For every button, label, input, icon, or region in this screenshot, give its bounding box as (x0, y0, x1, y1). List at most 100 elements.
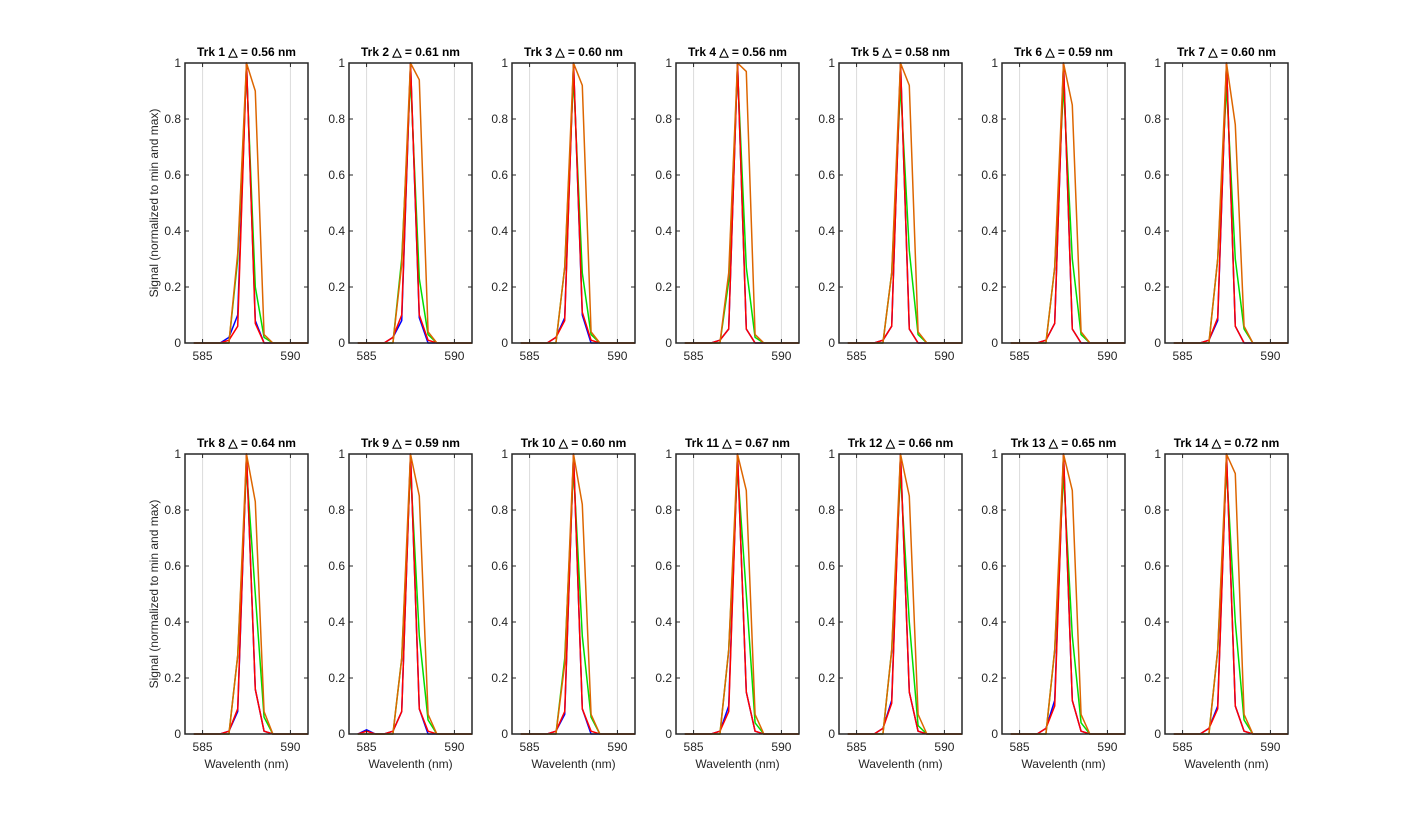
x-tick-label: 590 (771, 349, 791, 363)
x-tick-label: 585 (847, 349, 867, 363)
axes-box (511, 62, 636, 344)
x-tick-label: 590 (280, 349, 300, 363)
y-tick-label: 0.4 (491, 224, 508, 238)
y-tick-label: 0.8 (981, 112, 998, 126)
y-tick-label: 1 (1154, 447, 1161, 461)
y-tick-label: 0.2 (1144, 280, 1161, 294)
y-tick-label: 0 (828, 336, 835, 350)
x-axis-label: Wavelenth (nm) (204, 757, 288, 771)
y-tick-label: 0.2 (655, 280, 672, 294)
x-tick-label: 585 (1173, 740, 1193, 754)
y-tick-label: 0.2 (1144, 671, 1161, 685)
x-tick-label: 590 (444, 349, 464, 363)
y-tick-label: 0.6 (491, 168, 508, 182)
y-tick-label: 0.8 (818, 112, 835, 126)
y-tick-label: 0.4 (818, 224, 835, 238)
y-tick-label: 1 (1154, 56, 1161, 70)
axes-box (184, 62, 309, 344)
subplot-14: 0 0.2 0.4 0.6 0.8 1 585 590 Trk 14 △ = 0.72 nm Wa… (1144, 436, 1289, 771)
x-tick-label: 585 (1173, 349, 1193, 363)
axes-box (184, 453, 309, 735)
y-tick-label: 0.2 (164, 280, 181, 294)
y-tick-label: 0.4 (981, 615, 998, 629)
x-tick-label: 585 (520, 740, 540, 754)
y-tick-label: 0.4 (164, 224, 181, 238)
x-axis-label: Wavelenth (nm) (695, 757, 779, 771)
y-tick-label: 1 (665, 447, 672, 461)
axes-box (511, 453, 636, 735)
x-tick-label: 585 (684, 740, 704, 754)
y-tick-label: 0 (338, 336, 345, 350)
x-tick-label: 585 (357, 740, 377, 754)
axes-box (1164, 453, 1289, 735)
x-axis-label: Wavelenth (nm) (368, 757, 452, 771)
y-tick-label: 1 (338, 447, 345, 461)
y-tick-label: 1 (501, 56, 508, 70)
y-tick-label: 0.8 (818, 503, 835, 517)
y-tick-label: 0.6 (164, 559, 181, 573)
subplot-6: 0 0.2 0.4 0.6 0.8 1 585 590 Trk 6 △ = 0.59 nm (981, 45, 1126, 363)
y-tick-label: 1 (501, 447, 508, 461)
y-tick-label: 1 (665, 56, 672, 70)
subplot-3: 0 0.2 0.4 0.6 0.8 1 585 590 Trk 3 △ = 0.60 nm (491, 45, 636, 363)
y-tick-label: 0 (665, 336, 672, 350)
axes-box (1001, 453, 1126, 735)
axes-box (675, 453, 800, 735)
y-tick-label: 0 (174, 727, 181, 741)
subplot-9: 0 0.2 0.4 0.6 0.8 1 585 590 Trk 9 △ = 0.59 nm Wav… (328, 436, 473, 771)
y-tick-label: 0.2 (328, 280, 345, 294)
x-tick-label: 590 (280, 740, 300, 754)
y-tick-label: 0.2 (818, 280, 835, 294)
axes-box (838, 62, 963, 344)
subplot-title: Trk 5 △ = 0.58 nm (851, 45, 950, 59)
y-tick-label: 0.4 (981, 224, 998, 238)
y-tick-label: 0.6 (491, 559, 508, 573)
y-tick-label: 1 (991, 56, 998, 70)
y-tick-label: 0.6 (328, 168, 345, 182)
y-tick-label: 0.6 (818, 559, 835, 573)
subplot-title: Trk 9 △ = 0.59 nm (361, 436, 460, 450)
y-tick-label: 0.6 (1144, 168, 1161, 182)
subplot-title: Trk 7 △ = 0.60 nm (1177, 45, 1276, 59)
y-tick-label: 1 (828, 56, 835, 70)
y-tick-label: 0.4 (164, 615, 181, 629)
x-tick-label: 585 (193, 349, 213, 363)
subplot-title: Trk 6 △ = 0.59 nm (1014, 45, 1113, 59)
y-tick-label: 0.8 (328, 112, 345, 126)
subplot-title: Trk 3 △ = 0.60 nm (524, 45, 623, 59)
x-tick-label: 585 (1010, 349, 1030, 363)
x-tick-label: 585 (520, 349, 540, 363)
y-tick-label: 0 (991, 336, 998, 350)
subplot-13: 0 0.2 0.4 0.6 0.8 1 585 590 Trk 13 △ = 0.65 nm Wa… (981, 436, 1126, 771)
y-tick-label: 0.8 (981, 503, 998, 517)
subplot-title: Trk 2 △ = 0.61 nm (361, 45, 460, 59)
y-tick-label: 0.2 (491, 671, 508, 685)
y-tick-label: 0.2 (818, 671, 835, 685)
x-tick-label: 585 (1010, 740, 1030, 754)
y-tick-label: 0.8 (1144, 112, 1161, 126)
x-tick-label: 590 (934, 349, 954, 363)
subplot-title: Trk 13 △ = 0.65 nm (1011, 436, 1117, 450)
y-tick-label: 0 (501, 336, 508, 350)
subplot-title: Trk 11 △ = 0.67 nm (685, 436, 790, 450)
axes-box (348, 453, 473, 735)
subplot-5: 0 0.2 0.4 0.6 0.8 1 585 590 Trk 5 △ = 0.58 nm (818, 45, 963, 363)
y-tick-label: 0.4 (655, 615, 672, 629)
subplot-1: 0 0.2 0.4 0.6 0.8 1 585 590 Trk 1 △ = 0.56 nm (164, 45, 309, 363)
y-tick-label: 0.2 (491, 280, 508, 294)
x-tick-label: 585 (684, 349, 704, 363)
y-tick-label: 0.4 (1144, 224, 1161, 238)
subplot-11: 0 0.2 0.4 0.6 0.8 1 585 590 Trk 11 △ = 0.67 nm Wa… (655, 436, 800, 771)
x-tick-label: 590 (771, 740, 791, 754)
x-tick-label: 590 (444, 740, 464, 754)
y-tick-label: 0.4 (328, 615, 345, 629)
y-tick-label: 0.4 (491, 615, 508, 629)
subplot-12: 0 0.2 0.4 0.6 0.8 1 585 590 Trk 12 △ = 0.66 nm Wa… (818, 436, 963, 771)
subplot-7: 0 0.2 0.4 0.6 0.8 1 585 590 Trk 7 △ = 0.60 nm (1144, 45, 1289, 363)
y-tick-label: 0.6 (981, 559, 998, 573)
x-tick-label: 590 (1260, 349, 1280, 363)
y-axis-label-row2: Signal (normalized to min and max) (147, 500, 161, 689)
y-tick-label: 0.6 (1144, 559, 1161, 573)
y-tick-label: 0.2 (981, 280, 998, 294)
